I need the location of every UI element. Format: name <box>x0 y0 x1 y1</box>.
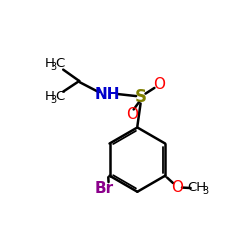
Text: S: S <box>135 88 147 106</box>
Text: C: C <box>55 57 64 70</box>
Text: NH: NH <box>95 87 120 102</box>
Text: H: H <box>45 57 54 70</box>
Text: O: O <box>153 77 165 92</box>
Text: 3: 3 <box>51 62 57 72</box>
Text: CH: CH <box>187 180 206 194</box>
Text: O: O <box>172 180 183 195</box>
Text: 3: 3 <box>51 94 57 104</box>
Text: O: O <box>126 107 138 122</box>
Text: Br: Br <box>94 180 114 196</box>
Text: 3: 3 <box>202 186 208 196</box>
Text: H: H <box>45 90 54 102</box>
Text: C: C <box>55 90 64 102</box>
